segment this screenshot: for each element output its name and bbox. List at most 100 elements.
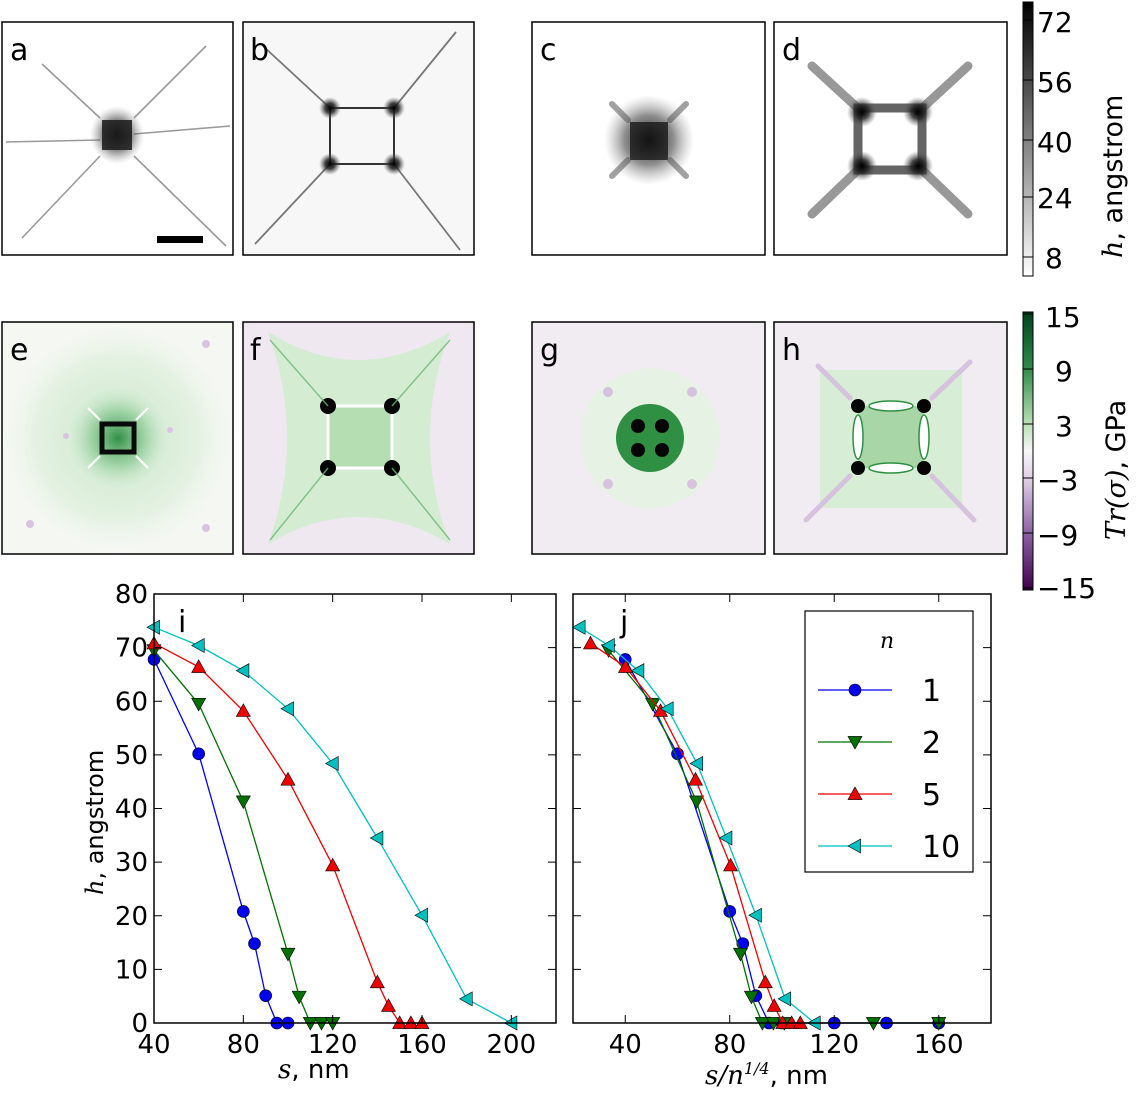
x-axis-label-i: s, nm — [278, 1055, 350, 1085]
panel-label-b: b — [250, 33, 269, 68]
height-colorbar: 72 56 40 24 8 h, angstrom — [1022, 1, 1129, 277]
x-axis-label-j: s/n1/4, nm — [705, 1059, 828, 1091]
plot-area-j — [571, 619, 947, 1031]
data-point-n10 — [325, 755, 339, 771]
legend-title: n — [880, 629, 894, 654]
panel-label-f: f — [250, 333, 262, 368]
data-point-n10 — [601, 637, 615, 653]
x-tick-label: 40 — [609, 1030, 642, 1060]
data-point-n2 — [191, 698, 207, 712]
x-tick-label: 80 — [227, 1030, 260, 1060]
data-point-n1 — [237, 905, 250, 918]
y-tick-label: 70 — [115, 634, 148, 664]
height-map-a: a — [1, 21, 234, 256]
data-point-n10 — [630, 663, 645, 679]
data-point-n1 — [259, 989, 272, 1002]
chart-i: i 40 80 120 160 200 0 10 20 30 40 50 60 70 80 s, nm h… — [81, 580, 557, 1085]
legend: n 1 2 5 10 — [804, 610, 974, 873]
series-line-n1 — [153, 659, 288, 1024]
stress-colorbar: 15 9 3 −3 −9 −15 Tr(σ), GPa — [1022, 301, 1132, 605]
scale-bar — [157, 236, 203, 243]
data-point-n5 — [582, 635, 599, 650]
y-tick-label: 30 — [115, 848, 148, 878]
data-point-n10 — [689, 755, 703, 771]
data-point-n5 — [723, 857, 739, 872]
legend-label-n2: 2 — [922, 726, 941, 761]
data-point-n10 — [191, 637, 205, 653]
x-tick-label: 200 — [487, 1030, 537, 1060]
height-cbar-tick: 40 — [1037, 126, 1073, 159]
stress-map-h: h — [773, 321, 1008, 555]
x-tick-label: 80 — [713, 1030, 746, 1060]
stress-map-e: e — [1, 321, 234, 555]
data-point-n5 — [766, 998, 782, 1012]
height-cbar-tick: 72 — [1037, 6, 1073, 39]
data-point-n5 — [618, 659, 634, 673]
data-point-n10 — [748, 907, 762, 923]
data-point-n10 — [369, 830, 384, 846]
data-point-n2 — [743, 990, 759, 1005]
chart-j: j 40 80 120 160 s/n1/4, nm n 1 2 5 10 — [571, 593, 992, 1091]
y-axis-label-i: h, angstrom — [81, 750, 109, 895]
height-cbar-tick: 8 — [1045, 242, 1063, 275]
series-line-n5 — [590, 642, 801, 1024]
data-point-n5 — [369, 974, 385, 989]
y-tick-label: 40 — [115, 795, 148, 825]
stress-cbar-label: Tr(σ), GPa — [1101, 400, 1132, 540]
panel-label-e: e — [10, 333, 28, 368]
panel-label-j: j — [619, 605, 628, 640]
height-cbar-tick: 24 — [1037, 182, 1073, 215]
data-point-n1 — [248, 937, 261, 950]
y-tick-label: 0 — [131, 1009, 148, 1039]
data-point-n5 — [235, 703, 251, 717]
stress-cbar-tick: 9 — [1055, 355, 1073, 388]
data-point-n5 — [191, 659, 207, 673]
plot-area-i — [146, 619, 518, 1031]
stress-cbar-tick: 3 — [1055, 410, 1073, 443]
data-point-n5 — [757, 974, 773, 989]
legend-marker-n10 — [847, 838, 861, 854]
data-point-n2 — [280, 947, 296, 962]
series-line-n10 — [579, 626, 816, 1024]
y-tick-label: 50 — [115, 741, 148, 771]
height-map-b: b — [242, 21, 475, 256]
data-point-n5 — [380, 998, 397, 1012]
x-tick-label: 160 — [914, 1030, 964, 1060]
legend-label-n5: 5 — [922, 778, 941, 813]
data-point-n10 — [414, 907, 428, 923]
data-point-n5 — [688, 771, 704, 786]
x-tick-label: 160 — [397, 1030, 447, 1060]
data-point-n10 — [659, 701, 674, 717]
stress-cbar-tick: −15 — [1037, 572, 1096, 605]
data-point-n2 — [689, 795, 705, 810]
panel-label-a: a — [10, 33, 28, 68]
y-tick-label: 80 — [115, 580, 148, 610]
stress-map-f: f — [242, 321, 475, 555]
stress-cbar-tick: 15 — [1045, 301, 1081, 334]
data-point-n5 — [280, 771, 296, 786]
x-tick-label: 120 — [809, 1030, 859, 1060]
panel-label-h: h — [782, 333, 801, 368]
panel-label-i: i — [178, 605, 186, 640]
data-point-n10 — [718, 830, 733, 846]
stress-cbar-tick: −9 — [1037, 519, 1078, 552]
data-point-n2 — [732, 947, 748, 962]
series-line-n10 — [153, 626, 512, 1024]
legend-label-n1: 1 — [922, 674, 941, 709]
stress-cbar-tick: −3 — [1037, 464, 1078, 497]
legend-marker-n5 — [847, 786, 863, 800]
data-point-n1 — [192, 747, 205, 761]
legend-label-n10: 10 — [922, 830, 960, 865]
panel-label-g: g — [540, 333, 559, 368]
height-cbar-tick: 56 — [1037, 66, 1073, 99]
data-point-n10 — [235, 663, 250, 679]
stress-map-g: g — [531, 321, 766, 555]
y-tick-label: 60 — [115, 687, 148, 717]
y-tick-label: 20 — [115, 902, 148, 932]
data-point-n10 — [571, 619, 586, 635]
height-map-c: c — [531, 21, 766, 256]
height-map-d: d — [773, 21, 1008, 256]
x-tick-label: 120 — [308, 1030, 358, 1060]
legend-marker-n1 — [848, 683, 862, 697]
